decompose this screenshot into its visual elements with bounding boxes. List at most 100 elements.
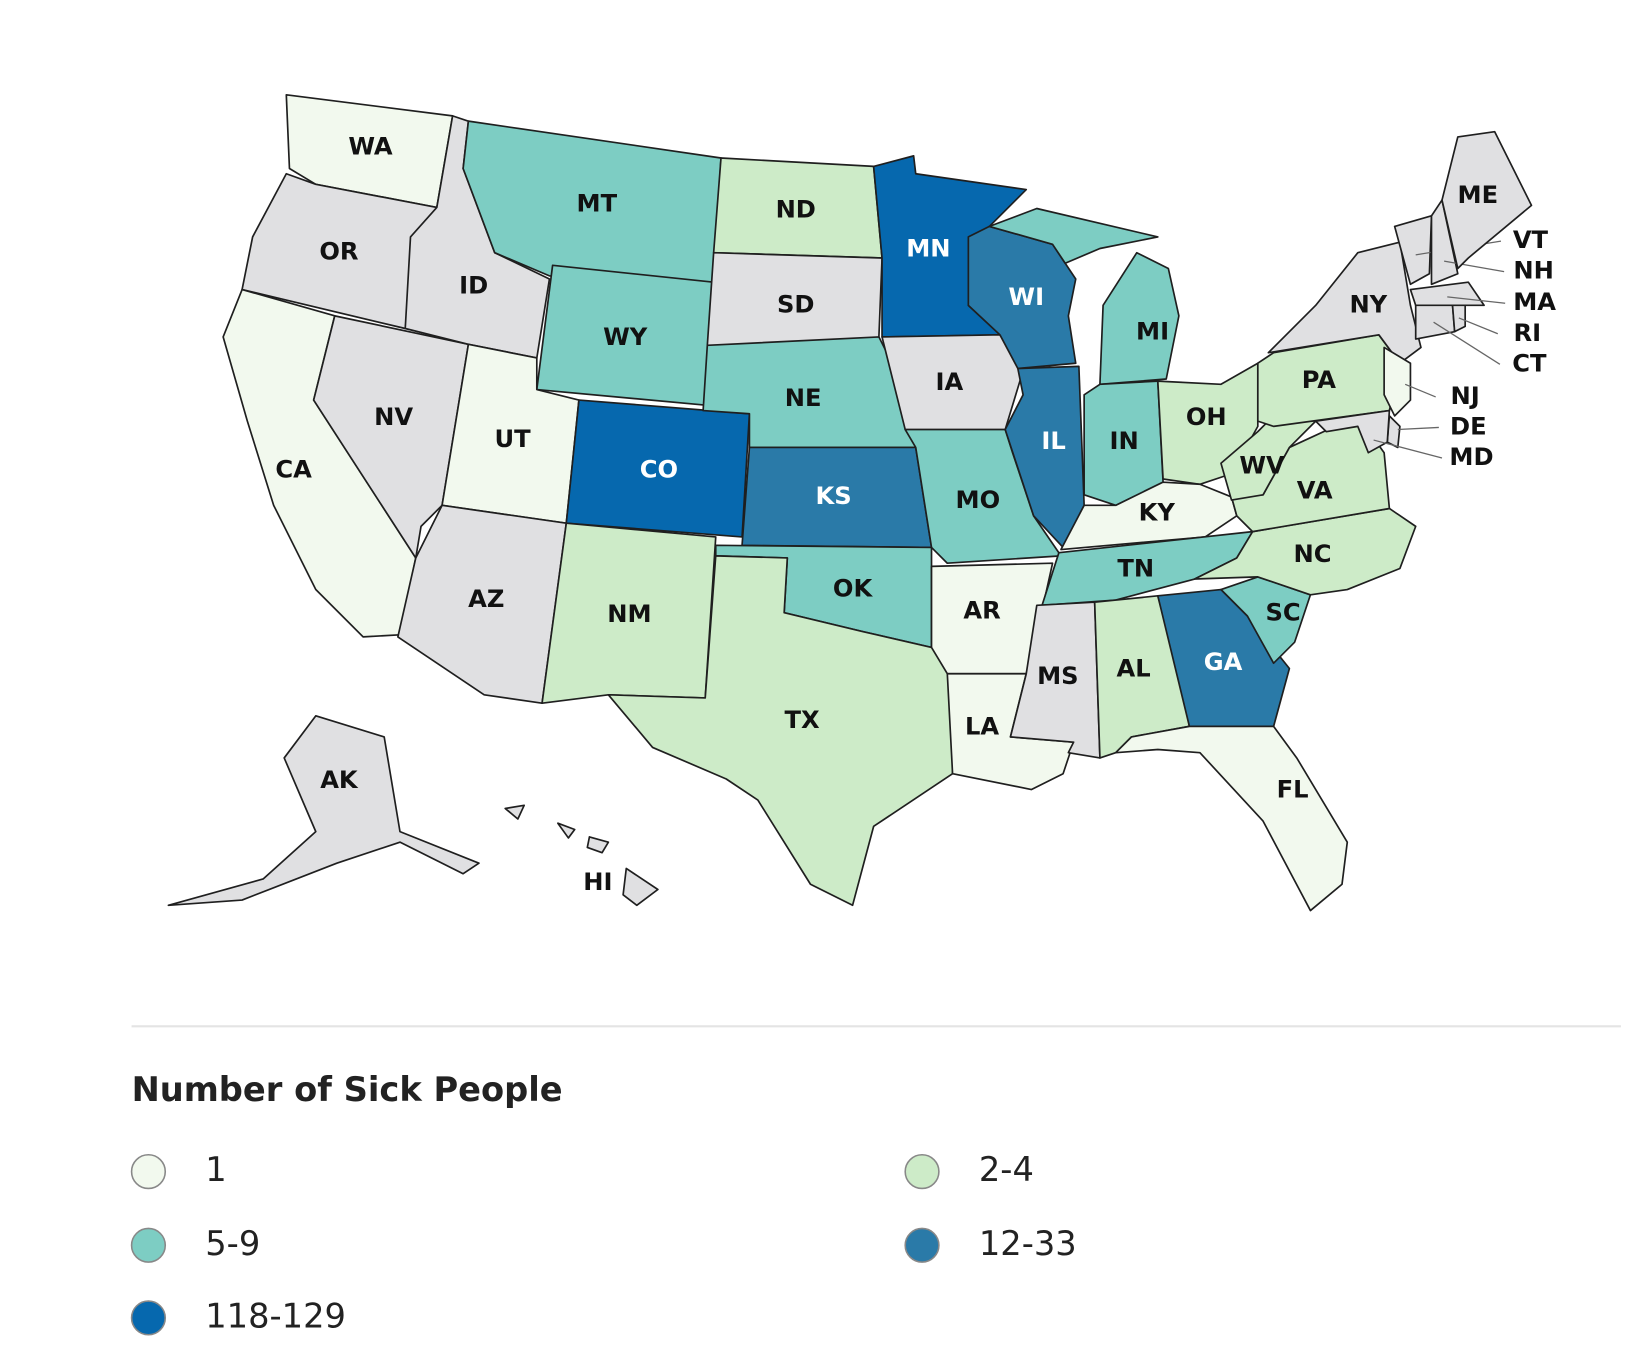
state-shape: [167, 714, 480, 907]
state-label: OH: [1186, 403, 1227, 431]
leader-line: [1433, 321, 1501, 365]
state-label: HI: [583, 868, 612, 896]
state: CT: [1414, 304, 1547, 377]
state-label: CT: [1512, 349, 1547, 377]
state-label: MD: [1449, 443, 1493, 471]
state-label: DE: [1450, 412, 1487, 440]
state-label: NH: [1513, 257, 1554, 285]
state-label: MN: [906, 235, 950, 263]
state-shape: [1220, 415, 1317, 501]
state-label: SC: [1265, 599, 1300, 627]
state-label: PA: [1302, 366, 1337, 394]
state: MO: [904, 428, 1062, 565]
state: WV: [1220, 415, 1317, 501]
state-label: GA: [1204, 648, 1243, 676]
state: TX: [607, 555, 954, 907]
legend-title: Number of Sick People: [132, 1070, 563, 1109]
legend-swatch: [904, 1153, 940, 1190]
state: KY: [1060, 481, 1238, 551]
state-shape: [622, 867, 659, 907]
state-shape: [1430, 199, 1459, 286]
state-label: VT: [1513, 226, 1549, 254]
state-label: LA: [965, 712, 999, 740]
state: IL: [1004, 365, 1085, 549]
state-shape: [1114, 725, 1349, 912]
state-label: OR: [319, 238, 359, 266]
state-label: IA: [936, 368, 964, 396]
legend-label: 5-9: [205, 1224, 260, 1263]
state-label: MS: [1037, 662, 1079, 690]
state: RI: [1451, 304, 1541, 347]
state-shape: [881, 333, 1024, 431]
state-label: NC: [1294, 540, 1332, 568]
state-shape: [988, 207, 1159, 265]
legend-swatch: [130, 1153, 167, 1190]
state-label: MI: [1136, 318, 1169, 346]
state: MD: [1314, 409, 1494, 471]
state-label: KS: [816, 482, 852, 510]
state-label: TN: [1117, 555, 1154, 583]
state-label: MA: [1513, 288, 1556, 316]
state-shape: [1193, 507, 1417, 596]
state: AK: [167, 714, 480, 907]
legend-label: 12-33: [979, 1224, 1077, 1263]
state-label: ND: [776, 196, 816, 224]
state-label: MT: [577, 189, 618, 217]
state-label: IL: [1041, 427, 1065, 455]
state-label: NV: [374, 403, 413, 431]
leader-line: [1458, 317, 1499, 335]
state: OR: [241, 172, 438, 330]
state: DE: [1386, 412, 1487, 449]
leader-line: [1444, 260, 1505, 273]
legend-swatch: [130, 1227, 167, 1263]
state-layer: WA OR CA NV ID MT WY UT CO AZ NM ND SD NE KS OK TX MN IA MO…: [167, 93, 1556, 912]
state: MS: [1009, 601, 1101, 759]
state-label: SD: [777, 290, 814, 318]
state-label: TX: [784, 706, 819, 734]
state: MA: [1409, 281, 1556, 316]
state-shape: [586, 836, 610, 854]
legend-label: 1: [205, 1150, 226, 1189]
state-shape: [1314, 409, 1391, 454]
state-label: VA: [1297, 477, 1333, 505]
state: VT: [1393, 215, 1549, 286]
state-label: FL: [1277, 776, 1309, 804]
state: SD: [706, 251, 883, 349]
state-label: AL: [1117, 655, 1151, 683]
state: FL: [1114, 725, 1349, 912]
state: NM: [541, 522, 717, 705]
leader-line: [1404, 383, 1436, 398]
state-shape: [1409, 281, 1485, 307]
state-label: NY: [1349, 290, 1387, 318]
state: CO: [565, 399, 751, 538]
state: HI: [504, 804, 659, 907]
state-label: UT: [495, 425, 532, 453]
state-label: IN: [1110, 427, 1139, 455]
state-shape: [1393, 215, 1433, 286]
state-label: NE: [785, 384, 822, 412]
state: NJ: [1383, 346, 1480, 417]
state-label: MO: [956, 486, 1001, 514]
state-label: NM: [607, 600, 651, 628]
state-label: WY: [603, 323, 648, 351]
state: NH: [1430, 199, 1554, 286]
legend-swatch: [904, 1227, 940, 1263]
state-shape: [1004, 365, 1085, 549]
state-label: OK: [833, 575, 874, 603]
state-shape: [1414, 304, 1456, 340]
state: IN: [1083, 380, 1164, 507]
state-label: WA: [348, 132, 393, 160]
state: NY: [1267, 241, 1422, 365]
state: NE: [702, 336, 917, 449]
state-label: NJ: [1451, 382, 1480, 410]
state-label: WV: [1239, 451, 1285, 479]
state-shape: [504, 804, 526, 820]
state: WY: [535, 264, 715, 407]
state-shape: [1267, 241, 1422, 365]
state: ND: [712, 157, 883, 259]
state: AZ: [397, 504, 568, 705]
leader-line: [1447, 296, 1506, 304]
legend-label: 2-4: [979, 1150, 1034, 1189]
